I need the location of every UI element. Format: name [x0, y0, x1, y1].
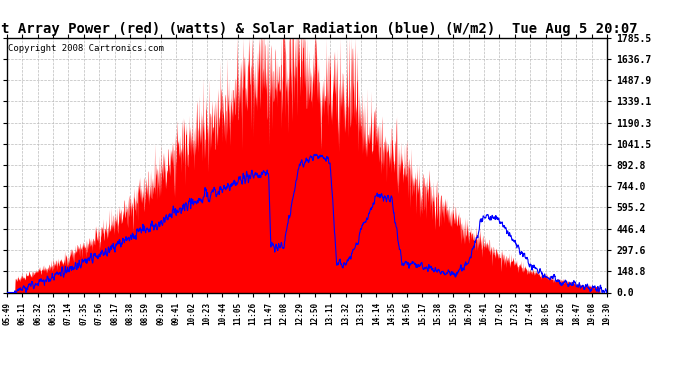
Title: East Array Power (red) (watts) & Solar Radiation (blue) (W/m2)  Tue Aug 5 20:07: East Array Power (red) (watts) & Solar R…: [0, 22, 638, 36]
Text: Copyright 2008 Cartronics.com: Copyright 2008 Cartronics.com: [8, 44, 164, 53]
